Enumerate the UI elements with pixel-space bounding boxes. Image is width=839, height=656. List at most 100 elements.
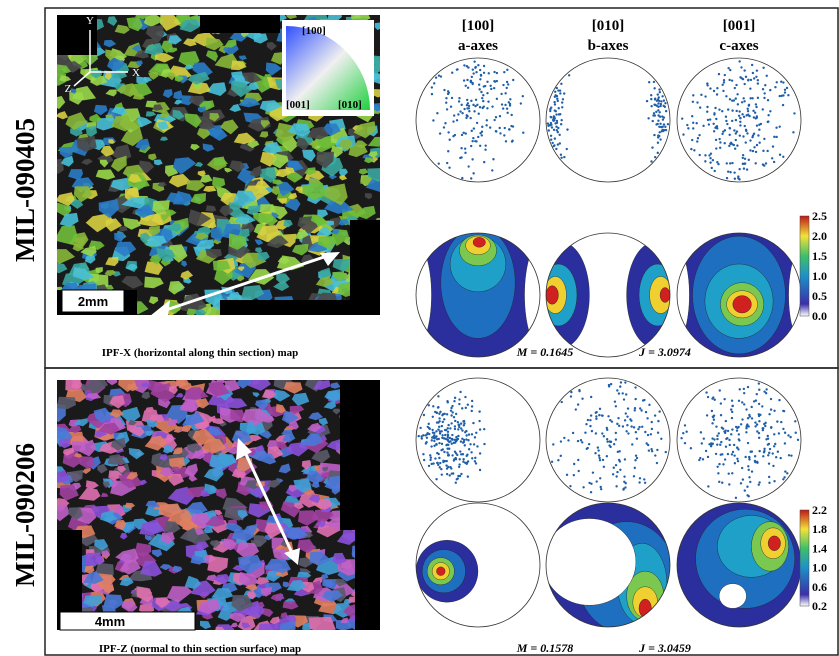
pole-point — [735, 139, 737, 141]
pole-point — [758, 420, 760, 422]
pole-point — [654, 98, 656, 100]
pole-point — [763, 138, 765, 140]
pole-point — [554, 94, 556, 96]
pole-point — [739, 134, 741, 136]
pole-point — [727, 108, 729, 110]
pole-point — [434, 457, 436, 459]
pole-point — [478, 420, 480, 422]
pole-point — [459, 391, 461, 393]
pole-point — [463, 439, 465, 441]
pole-point — [471, 400, 473, 402]
pole-point — [582, 486, 584, 488]
pole-point — [778, 399, 780, 401]
grain-map — [44, 375, 390, 640]
pole-point — [554, 109, 556, 111]
pole-point — [608, 384, 610, 386]
pole-point — [463, 79, 465, 81]
pole-point — [556, 129, 558, 131]
pole-point — [468, 433, 470, 435]
pole-point — [734, 148, 736, 150]
pole-point — [634, 467, 636, 469]
pole-point — [715, 425, 717, 427]
pole-point — [476, 445, 478, 447]
pole-point — [431, 439, 433, 441]
pole-point — [464, 147, 466, 149]
pole-point — [726, 162, 728, 164]
pole-point — [559, 92, 561, 94]
pole-point — [657, 93, 659, 95]
pole-point — [711, 422, 713, 424]
pole-point — [467, 439, 469, 441]
pole-point — [753, 133, 755, 135]
pole-point — [475, 140, 477, 142]
pole-point — [692, 127, 694, 129]
pole-point — [426, 433, 428, 435]
pole-point — [472, 422, 474, 424]
pole-point — [594, 452, 596, 454]
pole-point — [479, 428, 481, 430]
pole-point — [659, 138, 661, 140]
pole-point — [661, 126, 663, 128]
pole-point — [470, 177, 472, 179]
contour — [436, 567, 445, 576]
pole-point — [667, 123, 669, 125]
pole-point — [510, 114, 512, 116]
pole-point — [443, 418, 445, 420]
pole-point — [684, 424, 686, 426]
pole-point — [455, 413, 457, 415]
pole-point — [749, 415, 751, 417]
pole-point — [456, 478, 458, 480]
pole-point — [721, 110, 723, 112]
pole-point — [634, 386, 636, 388]
pole-point — [742, 154, 744, 156]
pole-point — [462, 420, 464, 422]
pole-point — [615, 438, 617, 440]
pole-point — [502, 107, 504, 109]
pole-point — [592, 471, 594, 473]
pole-point — [784, 470, 786, 472]
pole-point — [770, 426, 772, 428]
pole-point — [556, 120, 558, 122]
pole-point — [780, 81, 782, 83]
pole-point — [557, 100, 559, 102]
colorbar-label: 0.5 — [812, 289, 827, 303]
pole-point — [705, 391, 707, 393]
pole-point — [746, 486, 748, 488]
pole-point — [772, 465, 774, 467]
pole-point — [560, 83, 562, 85]
pole-point — [562, 98, 564, 100]
pole-point — [797, 439, 799, 441]
pole-point — [655, 123, 657, 125]
pole-point — [739, 388, 741, 390]
pole-point — [728, 145, 730, 147]
colorbar-label: 0.6 — [812, 580, 827, 594]
pole-point — [478, 410, 480, 412]
pole-point — [734, 462, 736, 464]
pole-point — [447, 150, 449, 152]
grain — [72, 441, 86, 451]
pole-point — [712, 123, 714, 125]
pole-point — [613, 467, 615, 469]
pole-point — [736, 93, 738, 95]
pole-point — [737, 103, 739, 105]
pole-point — [439, 430, 441, 432]
pole-point — [650, 160, 652, 162]
pole-point — [486, 107, 488, 109]
pole-point — [624, 458, 626, 460]
pole-point — [652, 120, 654, 122]
pole-point — [768, 413, 770, 415]
pole-point — [721, 482, 723, 484]
pole-point — [782, 104, 784, 106]
pole-point — [648, 449, 650, 451]
pole-point — [607, 415, 609, 417]
pole-point — [773, 410, 775, 412]
pole-point — [464, 396, 466, 398]
pole-point — [509, 98, 511, 100]
pole-point — [426, 437, 428, 439]
pole-point — [643, 478, 645, 480]
pole-point — [770, 398, 772, 400]
pole-point — [753, 400, 755, 402]
pole-point — [431, 93, 433, 95]
pole-point — [748, 159, 750, 161]
pole-point — [792, 131, 794, 133]
